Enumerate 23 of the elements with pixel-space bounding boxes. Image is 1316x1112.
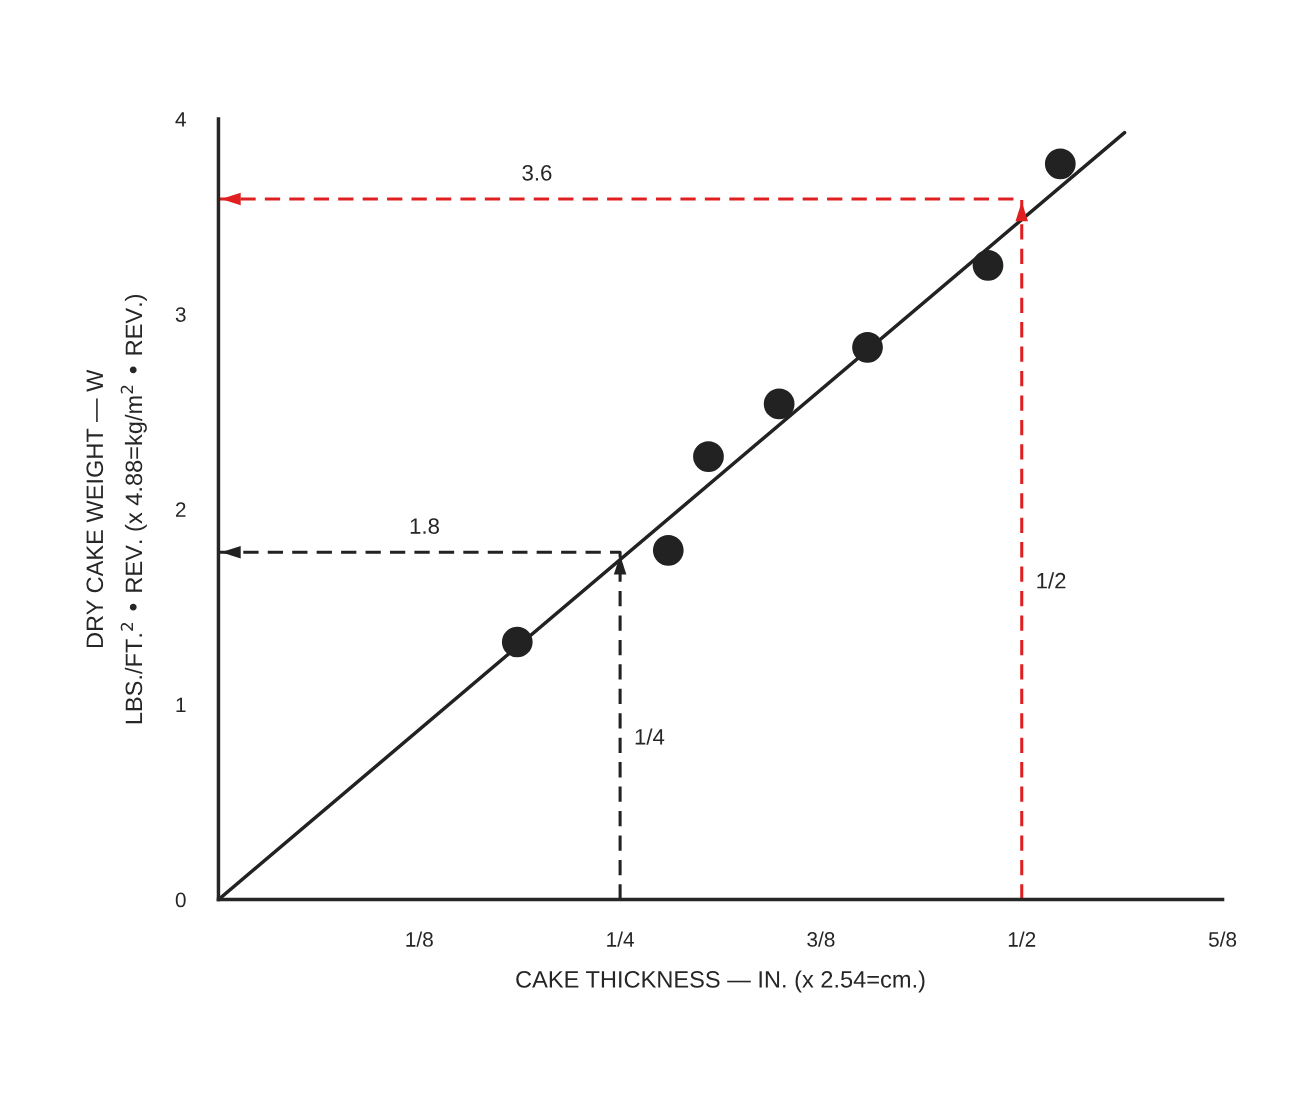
point xyxy=(763,388,795,420)
x-axis-title: CAKE THICKNESS — IN. (x 2.54=cm.) xyxy=(516,970,925,993)
point xyxy=(652,534,684,566)
point xyxy=(972,249,1004,281)
x-tick-label: 1/2 xyxy=(1008,931,1036,947)
point xyxy=(852,331,883,363)
y-tick-label: 0 xyxy=(175,892,186,908)
point xyxy=(501,626,533,658)
point xyxy=(693,441,724,472)
y-tick-label: 4 xyxy=(175,112,186,127)
y-tick-label: 1 xyxy=(176,697,186,712)
y-axis-title: DRY CAKE WEIGHT — W LBS./FT.$^{2}$ • REV. (x 4.88=kg/m$^{2}$ • REV.) xyxy=(86,294,147,724)
y-tick-label: 2 xyxy=(175,502,186,517)
y-tick-label: 3 xyxy=(175,307,186,322)
x-tick-label: 3/8 xyxy=(807,931,835,947)
x-tick-label: 5/8 xyxy=(1208,931,1237,947)
x-tick-label: 1/8 xyxy=(406,931,433,947)
annotation: 1/2 xyxy=(1037,572,1066,589)
point xyxy=(1044,148,1076,180)
annotation: 1.8 xyxy=(410,518,439,534)
annotation: 3.6 xyxy=(522,164,552,181)
x-tick-label: 1/4 xyxy=(607,931,634,947)
annotation: 1/4 xyxy=(635,728,665,745)
